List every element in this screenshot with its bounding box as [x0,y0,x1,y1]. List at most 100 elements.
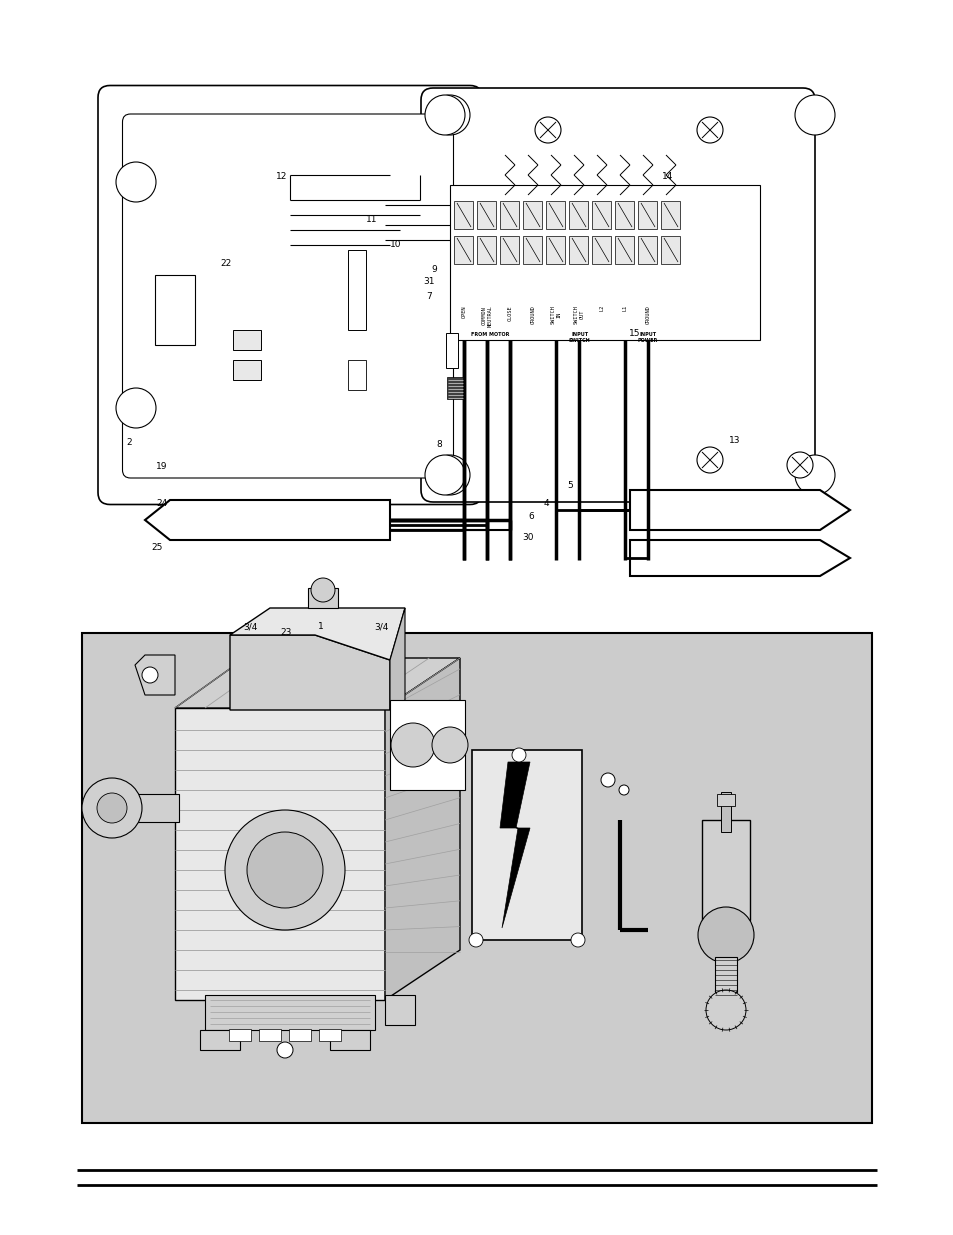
Bar [592,201,611,228]
Text: 14: 14 [661,172,673,182]
Bar [348,359,366,390]
Text: 25: 25 [152,542,163,552]
Text: INPUT
SWITCH: INPUT SWITCH [569,332,590,343]
Polygon shape [145,500,390,540]
Text: 13: 13 [728,436,740,446]
Polygon shape [135,655,174,695]
Polygon shape [385,995,415,1025]
Polygon shape [472,750,581,940]
Bar [447,377,462,399]
Text: 2: 2 [126,437,132,447]
Text: 3/4: 3/4 [374,622,389,632]
Bar [615,236,634,264]
Circle shape [786,452,812,478]
Text: 3/4: 3/4 [243,622,258,632]
Text: CLOSE: CLOSE [507,305,512,321]
Text: 9: 9 [431,264,436,274]
Bar [615,201,634,228]
Circle shape [705,990,745,1030]
Bar [454,236,473,264]
Circle shape [469,932,482,947]
Text: OPEN: OPEN [461,305,466,317]
Circle shape [697,447,722,473]
Text: GROUND: GROUND [530,305,535,324]
Circle shape [391,722,435,767]
Polygon shape [174,658,459,708]
Bar [569,236,588,264]
Text: SWITCH
OUT: SWITCH OUT [573,305,584,324]
Circle shape [82,778,142,839]
Bar [446,332,457,368]
Bar [660,236,679,264]
Bar [720,792,730,832]
Bar [592,236,611,264]
Bar [477,201,496,228]
Bar [233,330,261,350]
Text: 15: 15 [628,329,639,338]
Bar [546,236,565,264]
Text: 8: 8 [436,440,441,450]
Polygon shape [499,762,530,927]
Bar [546,201,565,228]
Polygon shape [629,540,849,576]
Polygon shape [629,490,849,530]
Circle shape [571,932,584,947]
Bar [701,820,749,920]
Circle shape [432,727,468,763]
Bar [450,185,760,340]
Text: 23: 23 [280,627,292,637]
Circle shape [424,454,464,495]
FancyBboxPatch shape [420,88,814,501]
Bar [308,588,337,608]
Text: 12: 12 [275,172,287,182]
Bar [348,249,366,330]
Polygon shape [174,708,385,1000]
Bar [454,201,473,228]
Text: 24: 24 [156,499,168,509]
Bar [82,634,871,1123]
Bar [289,1029,311,1041]
Circle shape [116,388,156,429]
Bar [523,201,542,228]
Text: 1: 1 [317,621,323,631]
Bar [500,236,519,264]
Circle shape [311,578,335,601]
Polygon shape [385,658,459,1000]
Text: SWITCH
IN: SWITCH IN [550,305,560,324]
Circle shape [698,906,753,963]
Text: 6: 6 [528,511,534,521]
Bar [523,236,542,264]
Circle shape [276,1042,293,1058]
Circle shape [697,117,722,143]
Circle shape [430,454,470,495]
Bar [638,236,657,264]
Polygon shape [390,700,464,790]
FancyBboxPatch shape [98,85,481,505]
Text: 11: 11 [366,215,377,225]
Text: FROM MOTOR: FROM MOTOR [471,332,509,337]
Text: 10: 10 [390,240,401,249]
Bar [233,359,261,380]
Bar [114,794,179,823]
Circle shape [430,95,470,135]
Bar [200,1030,240,1050]
Text: L1: L1 [622,305,627,311]
Bar [258,1029,281,1041]
Bar [714,957,737,993]
Text: 19: 19 [156,462,168,472]
Text: 30: 30 [521,532,533,542]
FancyBboxPatch shape [122,114,453,478]
Circle shape [142,667,158,683]
Circle shape [97,793,127,823]
Circle shape [794,95,834,135]
Bar [569,201,588,228]
Bar [500,201,519,228]
Polygon shape [230,608,405,659]
Polygon shape [390,608,405,710]
Circle shape [794,454,834,495]
Text: L2: L2 [598,305,604,311]
Text: GROUND: GROUND [645,305,650,324]
Text: 7: 7 [426,291,432,301]
Circle shape [512,748,525,762]
Text: INPUT
POWER: INPUT POWER [638,332,658,343]
